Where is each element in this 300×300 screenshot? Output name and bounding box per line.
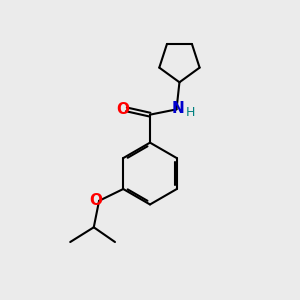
Text: H: H xyxy=(186,106,195,119)
Text: O: O xyxy=(90,193,103,208)
Text: N: N xyxy=(172,101,184,116)
Text: O: O xyxy=(116,102,129,117)
